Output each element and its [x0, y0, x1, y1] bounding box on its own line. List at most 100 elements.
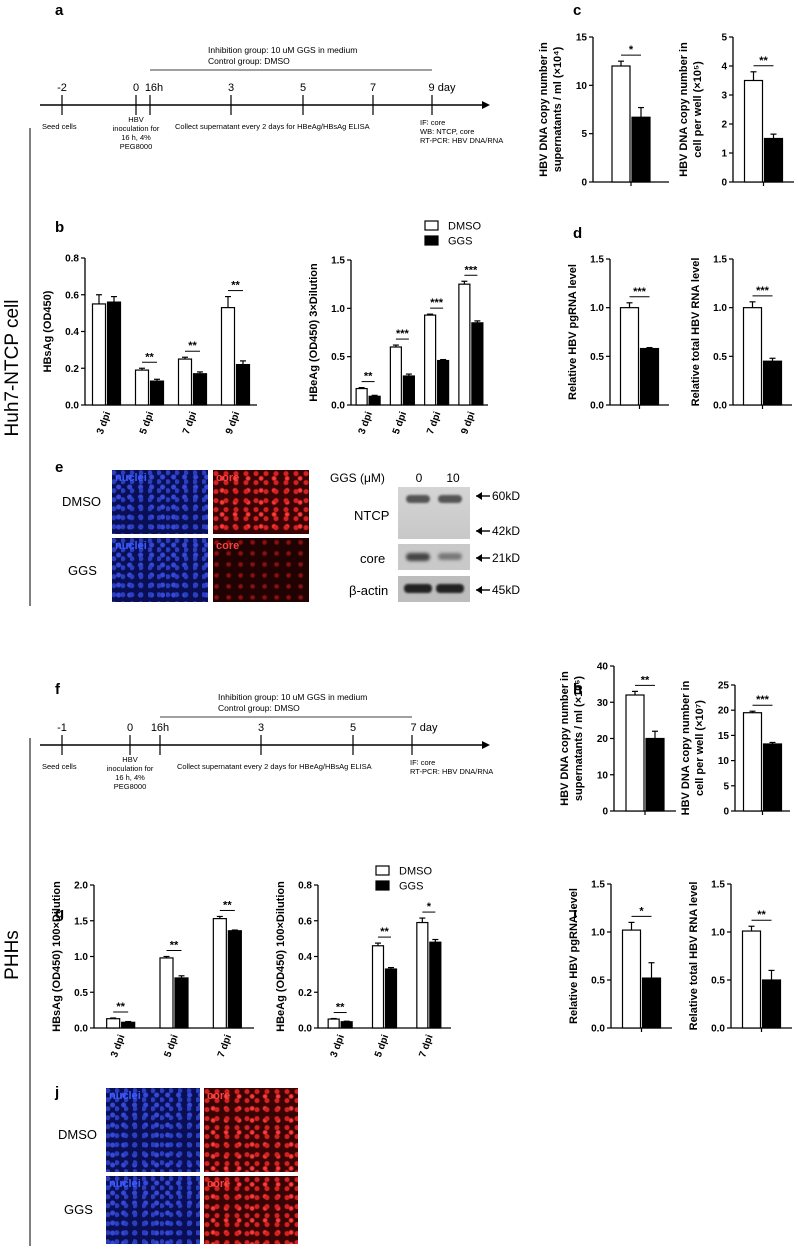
- marker-arrowhead: [476, 527, 482, 535]
- bar-ggs: [235, 363, 251, 406]
- y-tick-label: 0.5: [591, 976, 605, 987]
- legend-swatch-ggs: [375, 880, 390, 891]
- y-tick-label: 2.0: [74, 881, 88, 892]
- bar-dmso: [416, 921, 429, 1029]
- y-axis-label: Relative total HBV RNA level: [690, 258, 702, 407]
- bar-ggs: [384, 968, 398, 1029]
- y-tick-label: 0.5: [711, 976, 725, 987]
- significance-label: ***: [756, 694, 770, 706]
- marker-arrowhead: [476, 492, 482, 500]
- significance-label: *: [427, 901, 432, 913]
- x-tick-label: 3 dpi: [329, 1033, 347, 1059]
- timeline-tick-label: -2: [57, 82, 67, 94]
- bar-dmso: [106, 1018, 121, 1029]
- bar-ggs: [149, 380, 165, 406]
- chart-d1: 0.0 0.5 1.0 1.5 Relative HBV pgRNA level ***: [567, 255, 669, 412]
- y-axis-label: HBV DNA copy number in: [538, 42, 550, 177]
- panel-letter-a: a: [55, 2, 64, 19]
- y-tick-label: 0.4: [65, 327, 79, 338]
- treatment-label-control: Control group: DMSO: [208, 56, 290, 66]
- bar-ggs: [762, 360, 783, 406]
- y-tick-label: 20: [718, 706, 730, 717]
- bar-dmso: [389, 346, 402, 406]
- row-label-huh7: Huh7-NTCP cell: [2, 300, 23, 437]
- micrograph-e-ggs-nuclei: nuclei: [112, 538, 208, 602]
- treatment-label-control: Control group: DMSO: [218, 703, 300, 713]
- bar-ggs: [762, 743, 783, 812]
- band: [406, 495, 430, 503]
- timeline-tick-label: 16h: [145, 82, 163, 94]
- y-tick-label: 0.0: [713, 401, 727, 412]
- bar-ggs: [368, 395, 381, 406]
- bar-ggs: [106, 301, 122, 406]
- y-tick-label: 1.5: [591, 880, 605, 891]
- marker-arrowhead: [476, 586, 482, 594]
- timeline-arrowhead: [482, 741, 490, 749]
- timeline-seed-label: Seed cells: [42, 762, 77, 771]
- y-tick-label: 30: [597, 698, 609, 709]
- y-tick-label: 0.6: [65, 290, 79, 301]
- timeline-tick-label: 7 day: [411, 722, 438, 734]
- y-axis-label: supernatants / ml (×10⁶): [573, 676, 585, 802]
- b-legend: DMSO GGS: [424, 220, 481, 248]
- blot-lane-label: 10: [446, 471, 460, 485]
- significance-label: **: [380, 926, 389, 938]
- timeline-tick-label: 16h: [151, 722, 169, 734]
- y-tick-label: 0.2: [65, 364, 79, 375]
- micrograph-e-ggs-core: core: [213, 538, 309, 602]
- significance-label: *: [629, 44, 634, 56]
- y-axis-label: HBsAg (OD450) 100×Dilution: [51, 881, 63, 1032]
- y-tick-label: 15: [576, 33, 588, 44]
- bar-dmso: [458, 283, 471, 406]
- panel-letter-g: g: [55, 905, 64, 922]
- bar-dmso: [742, 712, 763, 812]
- significance-label: **: [116, 1001, 125, 1013]
- significance-label: **: [145, 351, 154, 363]
- y-tick-label: 10: [576, 81, 588, 92]
- blot-core: [398, 544, 470, 570]
- y-tick-label: 0.8: [298, 881, 312, 892]
- bar-ggs: [174, 977, 189, 1029]
- y-tick-label: 1.0: [591, 928, 605, 939]
- x-tick-label: 5 dpi: [391, 410, 409, 436]
- bar-ggs: [429, 941, 442, 1029]
- stain-label: core: [216, 472, 240, 484]
- legend-label-dmso: DMSO: [448, 221, 481, 233]
- legend-swatch-ggs: [424, 235, 439, 246]
- chart-i1: 0.0 0.5 1.0 1.5 Relative HBV pgRNA level *: [568, 880, 672, 1035]
- bar-dmso: [611, 65, 631, 183]
- bar-dmso: [743, 79, 764, 183]
- panel-letter-j: j: [54, 1084, 59, 1101]
- y-axis-label: HBeAg (OD450) 3×Dilution: [308, 263, 320, 402]
- y-tick-label: 0.4: [298, 952, 312, 963]
- bar-ggs: [192, 373, 208, 406]
- bar-ggs: [402, 375, 415, 406]
- micrograph-e-dmso-nuclei: nuclei: [112, 470, 208, 534]
- y-tick-label: 5: [723, 781, 729, 792]
- bar-ggs: [227, 930, 242, 1029]
- chart-b1: 0.0 0.2 0.4 0.6 0.8 HBsAg (OD450) 3 dpi ** 5 dpi…: [42, 254, 257, 436]
- timeline-endpoint-label: WB: NTCP, core: [420, 127, 474, 136]
- significance-label: ***: [633, 286, 647, 298]
- blot-beta-actin: [398, 576, 470, 602]
- timeline-inoculation-label: PEG8000: [120, 142, 153, 151]
- blot-treatment-label: GGS (μM): [330, 471, 385, 485]
- band: [438, 495, 462, 503]
- y-tick-label: 0.5: [331, 352, 345, 363]
- y-tick-label: 5: [581, 129, 587, 140]
- bar-dmso: [134, 369, 150, 406]
- timeline-inoculation-label: 16 h, 4%: [121, 133, 151, 142]
- x-tick-label: 3 dpi: [95, 410, 113, 436]
- chart-h2: 0 5 10 15 20 25 HBV DNA copy number in cell per…: [680, 680, 790, 818]
- molecular-weight-marker: 21kD: [492, 551, 520, 565]
- bar-ggs: [631, 116, 651, 183]
- significance-label: ***: [430, 297, 444, 309]
- blot-row-label-beta-actin: β-actin: [349, 583, 388, 598]
- significance-label: **: [757, 909, 766, 921]
- y-tick-label: 1.0: [711, 928, 725, 939]
- significance-label: **: [188, 340, 197, 352]
- y-tick-label: 0: [581, 178, 587, 189]
- y-axis-label: HBsAg (OD450): [42, 290, 54, 372]
- row-label-e-dmso: DMSO: [62, 494, 101, 509]
- y-tick-label: 10: [597, 770, 609, 781]
